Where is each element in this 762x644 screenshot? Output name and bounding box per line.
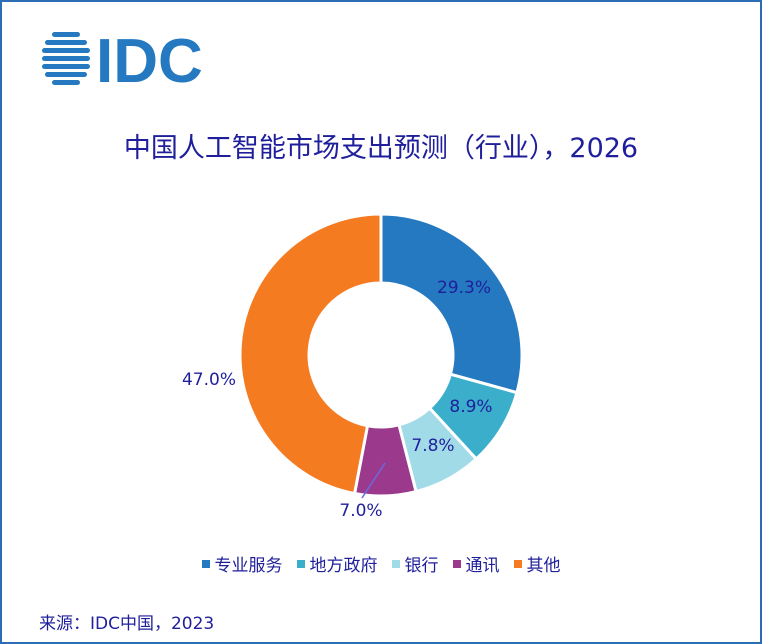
legend-item-0: 专业服务 <box>201 551 283 576</box>
legend-item-4: 其他 <box>513 551 561 576</box>
data-label-1: 8.9% <box>449 397 492 417</box>
data-label-4: 47.0% <box>182 370 236 390</box>
idc-logo: IDC <box>40 27 220 96</box>
chart-title: 中国人工智能市场支出预测（行业），2026 <box>123 133 639 164</box>
idc-globe-icon: IDC <box>42 27 203 96</box>
legend-label: 其他 <box>526 556 561 576</box>
legend-swatch <box>296 559 305 568</box>
legend: 专业服务 地方政府 银行 通讯 其他 <box>2 551 760 576</box>
slice-4 <box>238 212 383 496</box>
legend-label: 地方政府 <box>309 556 378 576</box>
data-label-0: 29.3% <box>437 278 491 298</box>
logo-text: IDC <box>96 30 203 86</box>
legend-swatch <box>452 559 461 568</box>
source-note: 来源：IDC中国，2023 <box>39 614 215 634</box>
legend-item-1: 地方政府 <box>296 551 378 576</box>
legend-swatch <box>391 559 400 568</box>
legend-label: 银行 <box>404 556 439 576</box>
legend-item-2: 银行 <box>391 551 439 576</box>
legend-label: 专业服务 <box>214 556 283 576</box>
legend-label: 通讯 <box>465 556 500 576</box>
data-label-3: 7.0% <box>339 501 382 521</box>
data-label-2: 7.8% <box>411 436 454 456</box>
legend-item-3: 通讯 <box>452 551 500 576</box>
slice-0 <box>379 212 524 395</box>
legend-swatch <box>513 559 522 568</box>
leader-line <box>361 462 386 499</box>
legend-swatch <box>201 559 210 568</box>
